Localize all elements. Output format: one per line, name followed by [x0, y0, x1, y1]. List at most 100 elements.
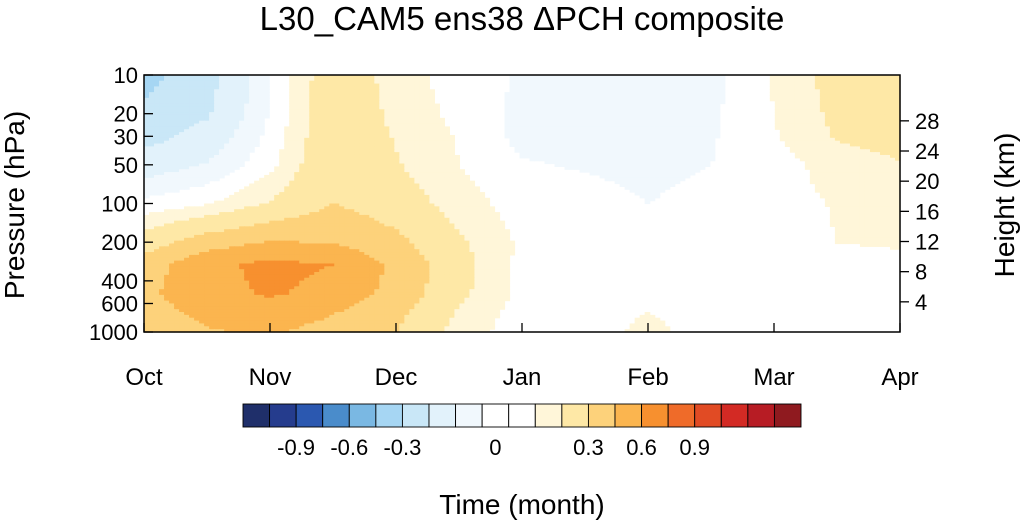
- contour-cell: [559, 75, 566, 79]
- contour-cell: [769, 77, 776, 82]
- contour-cell: [384, 117, 390, 122]
- contour-cell: [424, 117, 430, 122]
- contour-cell: [479, 192, 486, 196]
- contour-cell: [654, 114, 661, 119]
- contour-cell: [194, 169, 200, 173]
- contour-cell: [344, 109, 350, 113]
- contour-cell: [704, 120, 711, 125]
- contour-cell: [634, 92, 641, 96]
- contour-cell: [249, 149, 255, 153]
- contour-cell: [239, 94, 245, 99]
- contour-cell: [599, 114, 606, 119]
- contour-cell: [609, 129, 616, 133]
- contour-cell: [849, 75, 856, 79]
- contour-cell: [339, 177, 345, 182]
- contour-cell: [309, 83, 315, 88]
- contour-cell: [839, 157, 846, 162]
- contour-cell: [389, 160, 395, 165]
- contour-cell: [384, 169, 390, 173]
- contour-cell: [384, 83, 390, 88]
- contour-cell: [524, 97, 531, 102]
- contour-cell: [814, 77, 821, 82]
- contour-cell: [634, 94, 641, 99]
- contour-cell: [354, 197, 360, 202]
- contour-cell: [639, 177, 646, 182]
- contour-cell: [294, 189, 300, 193]
- contour-cell: [664, 180, 671, 185]
- contour-cell: [584, 126, 591, 130]
- contour-cell: [419, 120, 425, 125]
- contour-cell: [294, 126, 300, 130]
- contour-cell: [194, 174, 200, 179]
- contour-cell: [329, 103, 335, 108]
- contour-cell: [569, 123, 576, 127]
- contour-cell: [344, 197, 350, 202]
- contour-cell: [409, 152, 415, 156]
- contour-cell: [854, 123, 861, 127]
- contour-cell: [594, 166, 601, 170]
- contour-cell: [289, 117, 295, 122]
- contour-cell: [459, 174, 466, 179]
- contour-cell: [384, 186, 390, 190]
- contour-cell: [854, 189, 861, 193]
- contour-cell: [829, 94, 836, 99]
- contour-cell: [714, 89, 721, 93]
- contour-cell: [294, 200, 300, 205]
- contour-cell: [509, 117, 516, 122]
- contour-cell: [549, 143, 556, 147]
- contour-cell: [299, 189, 305, 193]
- contour-cell: [159, 109, 165, 113]
- contour-cell: [714, 117, 721, 122]
- contour-cell: [869, 129, 876, 133]
- contour-cell: [884, 183, 891, 187]
- contour-cell: [544, 112, 551, 116]
- contour-cell: [579, 92, 586, 96]
- contour-cell: [509, 86, 516, 90]
- contour-cell: [529, 86, 536, 90]
- contour-cell: [159, 180, 165, 185]
- contour-cell: [869, 180, 876, 185]
- contour-cell: [549, 97, 556, 102]
- contour-cell: [379, 143, 385, 147]
- contour-cell: [159, 172, 165, 176]
- contour-cell: [299, 186, 305, 190]
- contour-cell: [179, 92, 185, 96]
- contour-cell: [704, 83, 711, 88]
- contour-cell: [229, 114, 235, 119]
- contour-cell: [284, 189, 290, 193]
- contour-cell: [829, 123, 836, 127]
- contour-cell: [864, 172, 871, 176]
- contour-cell: [794, 77, 801, 82]
- contour-cell: [559, 112, 566, 116]
- contour-cell: [209, 146, 215, 150]
- contour-cell: [594, 83, 601, 88]
- contour-cell: [269, 183, 275, 187]
- contour-cell: [689, 149, 696, 153]
- contour-cell: [834, 112, 841, 116]
- contour-cell: [404, 83, 410, 88]
- contour-cell: [834, 103, 841, 108]
- contour-cell: [889, 103, 896, 108]
- contour-cell: [664, 163, 671, 167]
- contour-cell: [619, 126, 626, 130]
- contour-cell: [894, 169, 901, 173]
- contour-cell: [369, 140, 375, 145]
- contour-cell: [634, 140, 641, 145]
- contour-cell: [679, 103, 686, 108]
- contour-cell: [344, 146, 350, 150]
- contour-cell: [384, 129, 390, 133]
- contour-cell: [274, 186, 280, 190]
- contour-cell: [684, 154, 691, 159]
- contour-cell: [519, 89, 526, 93]
- contour-cell: [564, 103, 571, 108]
- contour-cell: [519, 80, 526, 85]
- contour-cell: [599, 149, 606, 153]
- contour-cell: [659, 97, 666, 102]
- contour-cell: [799, 109, 806, 113]
- contour-cell: [349, 137, 355, 142]
- contour-cell: [804, 75, 811, 79]
- contour-cell: [699, 149, 706, 153]
- contour-cell: [414, 140, 420, 145]
- contour-cell: [359, 114, 365, 119]
- contour-cell: [644, 189, 651, 193]
